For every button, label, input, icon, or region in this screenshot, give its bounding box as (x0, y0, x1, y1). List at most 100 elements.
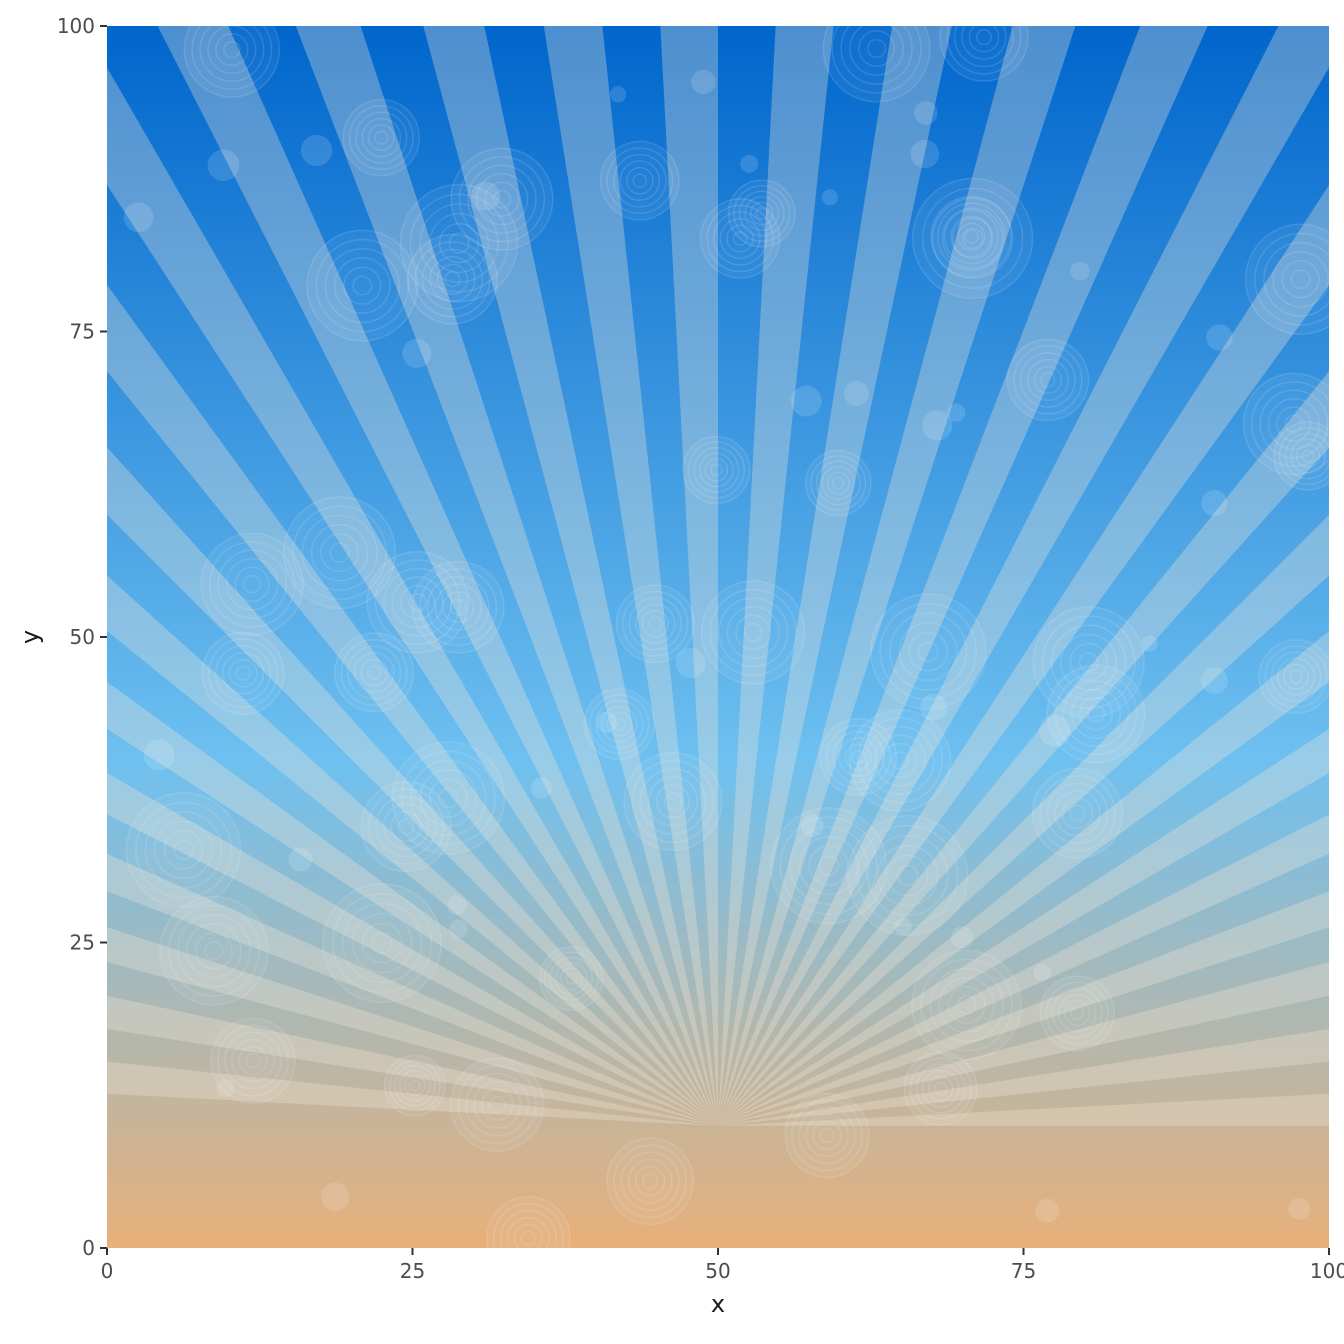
bokeh-disc (126, 792, 241, 908)
bokeh-ring (805, 1113, 849, 1158)
bokeh-circle (804, 449, 872, 517)
bokeh-ring (467, 164, 537, 234)
bokeh-ring (434, 583, 482, 631)
sun-ray (718, 514, 1329, 1126)
bokeh-circle (596, 711, 618, 733)
bokeh-circle (784, 1092, 870, 1179)
sun-ray (107, 284, 718, 1126)
bokeh-ring (929, 967, 1004, 1043)
bokeh-disc (912, 178, 1033, 299)
bokeh-circle (207, 149, 240, 182)
bokeh-ring (449, 598, 467, 616)
bokeh-disc (600, 141, 680, 220)
bokeh-ring (601, 705, 638, 743)
bokeh-disc (616, 584, 695, 663)
bokeh-circle (1141, 635, 1158, 652)
bokeh-ring (798, 835, 859, 896)
bokeh-ring (393, 1064, 436, 1107)
bokeh-dot (910, 139, 940, 169)
bokeh-dot (300, 134, 333, 167)
x-tick-label: 100 (1310, 1259, 1344, 1283)
bokeh-dot (922, 410, 953, 441)
bokeh-ring (1069, 805, 1086, 822)
bokeh-ring (292, 505, 387, 601)
bokeh-circle (282, 496, 397, 610)
bokeh-ring (207, 26, 257, 75)
sun-ray (718, 631, 1329, 1126)
bokeh-ring (840, 26, 913, 85)
bokeh-ring (429, 213, 490, 274)
bokeh-circle (894, 917, 913, 936)
bokeh-circle (158, 895, 269, 1006)
bokeh-ring (436, 263, 469, 295)
bokeh-dot (800, 814, 824, 838)
bokeh-disc (1273, 422, 1329, 491)
y-tick-label: 0 (82, 1236, 95, 1260)
bokeh-ring (399, 183, 519, 303)
bokeh-dot (1201, 667, 1228, 695)
bokeh-ring (238, 1045, 268, 1076)
bokeh-circle (939, 26, 1029, 82)
bokeh-ring (709, 463, 723, 477)
bokeh-ring (882, 742, 918, 779)
bokeh-ring (231, 1038, 275, 1083)
bokeh-ring (1050, 624, 1127, 700)
bokeh-ring (245, 1052, 261, 1069)
bokeh-ring (224, 1031, 282, 1090)
bokeh-ring (549, 956, 594, 1001)
bokeh-ring (388, 1059, 441, 1112)
bokeh-ring (341, 902, 423, 984)
sun-ray (107, 681, 718, 1126)
bokeh-ring (909, 1057, 972, 1120)
bokeh-ring (411, 560, 505, 654)
bokeh-ring (947, 986, 986, 1024)
bokeh-ring (217, 1024, 289, 1097)
bokeh-circle (322, 883, 443, 1004)
bokeh-ring (492, 1202, 564, 1248)
bokeh-dot (894, 917, 913, 936)
bokeh-ring (1244, 223, 1329, 335)
bokeh-circle (406, 233, 498, 325)
bokeh-dot (207, 149, 240, 182)
bokeh-dot (402, 338, 432, 368)
bokeh-ring (704, 458, 729, 482)
bokeh-circle (790, 385, 822, 417)
bokeh-circle (411, 560, 505, 654)
bokeh-ring (749, 201, 774, 226)
bokeh-ring (682, 435, 751, 505)
bokeh-circle (920, 693, 947, 721)
bokeh-disc (682, 436, 750, 504)
bokeh-ring (383, 1054, 446, 1117)
bokeh-circle (675, 647, 706, 679)
bokeh-ring (282, 496, 397, 610)
bokeh-circle (930, 195, 1013, 278)
bokeh-ring (957, 222, 986, 251)
bokeh-ring (367, 124, 395, 152)
bokeh-disc (805, 450, 871, 516)
bokeh-ring (1295, 443, 1321, 469)
bokeh-dot (920, 693, 947, 721)
bokeh-circle (1242, 372, 1329, 476)
bokeh-ring (408, 593, 427, 612)
bokeh-ring (848, 709, 952, 812)
bokeh-circle (288, 847, 313, 872)
bokeh-ring (1039, 775, 1116, 852)
bokeh-disc (701, 580, 805, 684)
sun-ray (718, 26, 1076, 1126)
bokeh-disc (1245, 224, 1329, 335)
bokeh-ring (409, 193, 509, 293)
bokeh-ring (769, 806, 888, 925)
bokeh-ring (400, 584, 436, 620)
bokeh-dot (790, 385, 822, 417)
bokeh-ring (1290, 269, 1311, 290)
bokeh-circle (125, 792, 242, 908)
bokeh-ring (217, 549, 287, 620)
bokeh-disc (624, 752, 722, 851)
bokeh-dot (1038, 715, 1071, 747)
bokeh-dot (530, 777, 553, 799)
bokeh-circle (402, 338, 432, 368)
bokeh-circle (1006, 338, 1090, 422)
bokeh-ring (361, 922, 403, 964)
bokeh-ring (228, 658, 258, 688)
